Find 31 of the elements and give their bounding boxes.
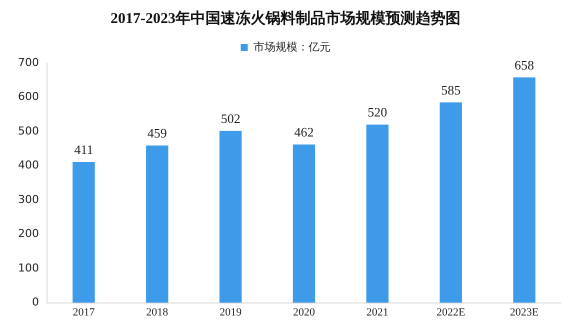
x-tick-label: 2017: [72, 306, 96, 318]
data-label: 502: [220, 110, 240, 126]
bar: [146, 146, 168, 303]
bar: [440, 102, 462, 303]
chart-title: 2017-2023年中国速冻火锅料制品市场规模预测趋势图: [110, 8, 460, 27]
y-tick-label: 100: [18, 261, 39, 274]
x-tick-label: 2020: [293, 306, 316, 318]
bar: [366, 124, 389, 303]
bar: [72, 162, 95, 303]
data-label: 411: [74, 142, 94, 157]
y-tick-label: 300: [18, 192, 39, 206]
bar: [219, 130, 242, 303]
data-label: 459: [147, 125, 167, 140]
data-label: 658: [514, 57, 534, 72]
data-label: 520: [368, 104, 388, 120]
legend-label: 市场规模：亿元: [253, 40, 330, 54]
bar: [513, 77, 536, 303]
x-tick-label: 2023E: [510, 306, 539, 318]
y-tick-label: 400: [18, 158, 39, 172]
x-tick-label: 2022E: [436, 306, 466, 318]
x-tick-label: 2019: [220, 306, 242, 318]
x-tick-label: 2018: [146, 306, 169, 318]
data-label: 462: [294, 124, 314, 140]
y-tick-label: 0: [32, 296, 39, 309]
y-tick-label: 500: [18, 124, 39, 138]
data-label: 585: [441, 82, 461, 98]
bar: [292, 144, 316, 303]
y-tick-label: 200: [18, 227, 39, 240]
x-tick-label: 2021: [366, 306, 388, 318]
y-tick-label: 600: [18, 90, 39, 104]
y-tick-label: 700: [18, 56, 39, 69]
